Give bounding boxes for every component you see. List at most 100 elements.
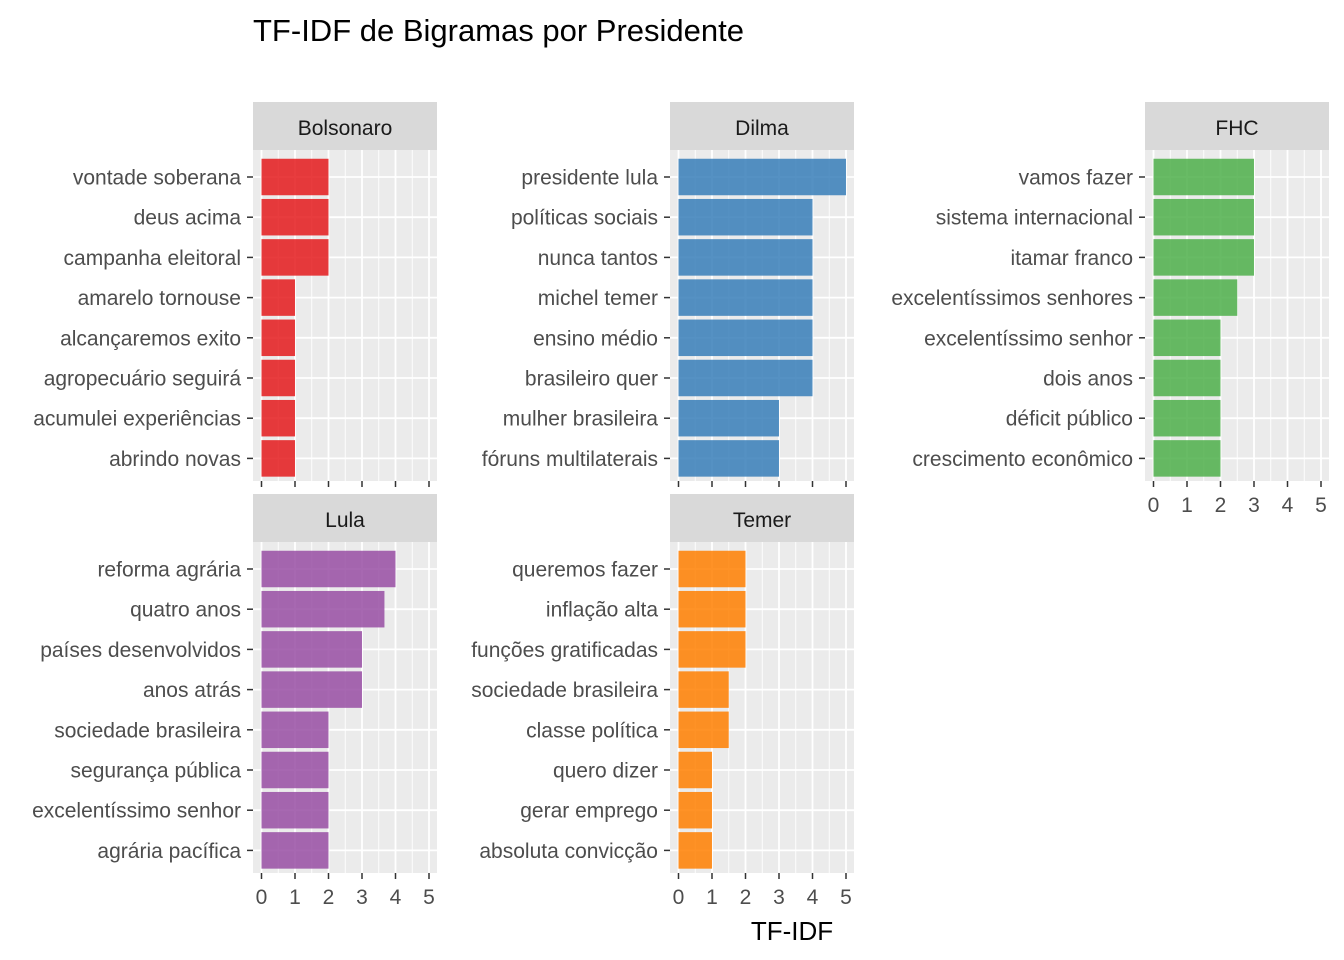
bar <box>678 359 813 397</box>
bar <box>261 711 329 749</box>
bar <box>678 832 712 869</box>
category-label: presidente lula <box>521 167 658 190</box>
category-label: quatro anos <box>130 599 241 622</box>
category-label: dois anos <box>1043 368 1133 391</box>
category-label: políticas sociais <box>511 207 658 230</box>
bar <box>1153 319 1221 357</box>
facet-strip-label: Lula <box>325 509 365 532</box>
facet-strip <box>1145 102 1329 150</box>
bar <box>261 791 329 829</box>
x-tick-label: 0 <box>673 886 685 909</box>
category-label: funções gratificadas <box>471 639 658 662</box>
category-label: classe política <box>526 719 658 742</box>
facet-panel-bolsonaro: Bolsonaro vontade soberana deus acima campa… <box>33 102 437 487</box>
category-label: brasileiro quer <box>525 368 658 391</box>
category-label: excelentíssimo senhor <box>32 800 241 823</box>
bar <box>261 590 385 628</box>
bar <box>678 671 729 708</box>
bar <box>261 158 329 196</box>
x-tick-label: 4 <box>1282 494 1294 517</box>
category-label: ensino médio <box>533 327 658 350</box>
bar <box>261 399 295 437</box>
category-label: campanha eleitoral <box>64 247 241 270</box>
category-label: agrária pacífica <box>97 840 241 863</box>
facet-strip <box>253 494 437 542</box>
bar <box>261 832 329 869</box>
bar <box>678 279 813 316</box>
x-tick-label: 1 <box>289 886 301 909</box>
bar <box>678 550 746 588</box>
facet-strip <box>670 494 854 542</box>
bar <box>678 711 729 749</box>
bar <box>678 239 813 276</box>
facet-strip-label: Temer <box>733 509 791 532</box>
facet-panel-lula: Lula reforma agrária quatro anos países des… <box>32 494 437 909</box>
category-label: queremos fazer <box>512 559 658 582</box>
bar <box>1153 239 1254 276</box>
x-tick-label: 1 <box>706 886 718 909</box>
bar <box>261 440 295 477</box>
category-label: reforma agrária <box>97 559 241 582</box>
bar <box>678 751 712 789</box>
category-label: inflação alta <box>546 599 658 622</box>
bar <box>678 590 746 628</box>
category-label: abrindo novas <box>109 448 241 471</box>
bar <box>678 198 813 236</box>
category-label: excelentíssimo senhor <box>924 327 1133 350</box>
bar <box>261 279 295 316</box>
category-label: segurança pública <box>71 760 242 783</box>
category-label: itamar franco <box>1010 247 1133 270</box>
bar <box>678 399 779 437</box>
chart-title: TF-IDF de Bigramas por Presidente <box>253 13 744 48</box>
facet-strip-label: FHC <box>1215 117 1258 140</box>
x-tick-label: 3 <box>773 886 785 909</box>
category-label: excelentíssimos senhores <box>891 287 1133 310</box>
bar <box>678 440 779 477</box>
category-label: anos atrás <box>143 679 241 702</box>
bar <box>1153 440 1221 477</box>
bar <box>678 319 813 357</box>
category-label: absoluta convicção <box>479 840 658 863</box>
bar <box>1153 198 1254 236</box>
category-label: sistema internacional <box>936 207 1133 230</box>
x-tick-label: 0 <box>256 886 268 909</box>
bar <box>678 631 746 668</box>
category-label: vamos fazer <box>1019 167 1133 190</box>
category-label: quero dizer <box>553 760 658 783</box>
category-label: michel temer <box>538 287 658 310</box>
x-tick-label: 1 <box>1181 494 1193 517</box>
bar <box>261 198 329 236</box>
bar <box>261 550 396 588</box>
x-tick-label: 5 <box>1315 494 1327 517</box>
x-tick-label: 4 <box>390 886 402 909</box>
bar <box>1153 399 1221 437</box>
category-label: déficit público <box>1006 408 1133 431</box>
facet-panel-fhc: FHC vamos fazer sistema internacional itama… <box>891 102 1329 517</box>
x-axis-title: TF-IDF <box>751 916 833 946</box>
x-tick-label: 3 <box>1248 494 1260 517</box>
bar <box>261 319 295 357</box>
category-label: alcançaremos exito <box>60 327 241 350</box>
x-tick-label: 2 <box>740 886 752 909</box>
facet-strip-label: Bolsonaro <box>298 117 393 140</box>
category-label: sociedade brasileira <box>54 719 241 742</box>
category-label: gerar emprego <box>520 800 658 823</box>
bar <box>678 791 712 829</box>
bar <box>1153 279 1238 316</box>
category-label: países desenvolvidos <box>40 639 241 662</box>
x-tick-label: 2 <box>1215 494 1227 517</box>
facet-strip-label: Dilma <box>735 117 789 140</box>
facet-panel-temer: Temer queremos fazer inflação alta funções … <box>471 494 854 909</box>
category-label: fóruns multilaterais <box>482 448 658 471</box>
facet-strip <box>670 102 854 150</box>
bar <box>1153 158 1254 196</box>
category-label: agropecuário seguirá <box>44 368 242 391</box>
category-label: amarelo tornouse <box>78 287 241 310</box>
category-label: mulher brasileira <box>503 408 659 431</box>
bar <box>261 631 362 668</box>
bar <box>261 359 295 397</box>
x-tick-label: 5 <box>423 886 435 909</box>
x-tick-label: 3 <box>356 886 368 909</box>
category-label: crescimento econômico <box>912 448 1133 471</box>
